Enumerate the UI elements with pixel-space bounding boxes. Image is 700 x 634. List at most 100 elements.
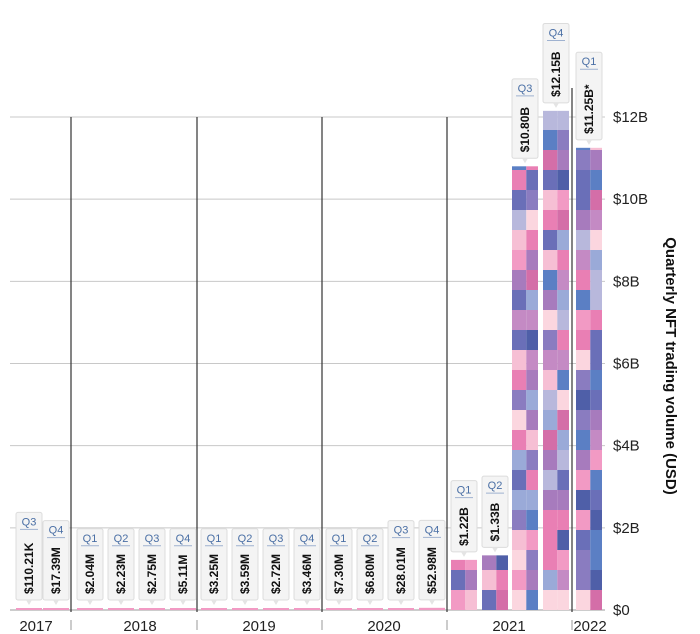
bar-tile (543, 470, 558, 490)
bar-tile (451, 590, 466, 610)
value-label: $2.23M (114, 554, 128, 594)
bar-tile (512, 250, 527, 270)
bar-tile (543, 430, 558, 450)
bar-2021-q2: Q2 $1.33B (481, 475, 509, 610)
year-label: 2022 (573, 618, 606, 634)
bar-tile (543, 110, 558, 130)
quarter-label: Q4 (300, 533, 315, 545)
bar-tile (496, 590, 508, 610)
year-label: 2019 (242, 618, 275, 634)
bar-tile (543, 530, 558, 550)
bar-tile (512, 230, 527, 250)
bar (139, 608, 165, 610)
bar-tile (576, 310, 591, 330)
bar-tile (590, 210, 602, 230)
bar-2019-q3: Q3 $2.72M (262, 528, 290, 610)
bar-tile (576, 510, 591, 530)
bar-tile (543, 350, 558, 370)
bar-tile (543, 590, 558, 610)
bar-tile (590, 270, 602, 290)
bar-tile (557, 230, 569, 250)
bar-tile (451, 559, 466, 570)
bar-tile (590, 310, 602, 330)
bar-tile (465, 590, 477, 610)
quarter-label: Q1 (83, 533, 98, 545)
bar-tile (576, 190, 591, 210)
bar-tile (512, 210, 527, 230)
bar-tile (451, 570, 466, 590)
bar-tile (557, 330, 569, 350)
bar-2021-q3: Q3 $10.80B (511, 78, 539, 610)
callout-pointer (304, 600, 310, 605)
bar-tile (512, 550, 527, 570)
bar-tile (512, 510, 527, 530)
bar-tile (543, 170, 558, 190)
bar-tile (576, 390, 591, 410)
bar-tile (557, 370, 569, 390)
quarter-label: Q1 (207, 533, 222, 545)
y-axis-title: Quarterly NFT trading volume (USD) (662, 237, 679, 495)
quarter-label: Q3 (269, 533, 284, 545)
bar-tile (526, 290, 538, 310)
bar-tile (543, 210, 558, 230)
bar-tile (576, 230, 591, 250)
bar-tile (543, 570, 558, 590)
bar-tile (526, 410, 538, 430)
value-label: $7.30M (332, 554, 346, 594)
callout-pointer (273, 600, 279, 605)
quarter-label: Q4 (176, 533, 191, 545)
bar (326, 608, 352, 610)
quarter-label: Q3 (22, 516, 37, 528)
bar-tile (543, 370, 558, 390)
bar-tile (543, 250, 558, 270)
bar-tile (512, 490, 527, 510)
callout-pointer (211, 600, 217, 605)
callout-pointer (367, 600, 373, 605)
y-tick-label: $2B (613, 520, 640, 537)
bar-tile (482, 570, 497, 590)
bar-tile (526, 390, 538, 410)
bar-tile (557, 210, 569, 230)
bar-tile (557, 470, 569, 490)
bar-tile (526, 430, 538, 450)
bar-tile (526, 530, 538, 550)
bar-tile (512, 590, 527, 610)
bar-tile (543, 270, 558, 290)
bar-2020-q4: Q4 $52.98M (418, 519, 446, 610)
bar-tile (543, 390, 558, 410)
bar-tile (576, 530, 591, 550)
bar-tile (576, 470, 591, 490)
quarter-label: Q3 (394, 525, 409, 537)
bar-2022-q1: Q1 $11.25B* (575, 51, 603, 610)
bar-tile (526, 590, 538, 610)
callout-pointer (180, 600, 186, 605)
bar-tile (482, 590, 497, 610)
bar-tile (526, 250, 538, 270)
bar-tile (590, 550, 602, 570)
callout-pointer (492, 547, 498, 553)
bar (16, 608, 42, 610)
bar-tile (526, 350, 538, 370)
quarter-label: Q2 (363, 533, 378, 545)
year-label: 2021 (492, 618, 525, 634)
quarter-label: Q4 (49, 525, 64, 537)
value-label: $2.75M (145, 554, 159, 594)
bar-tile (576, 550, 591, 570)
value-label: $1.33B (488, 502, 502, 541)
bar-tile (576, 350, 591, 370)
bar-2021-q1: Q1 $1.22B (450, 480, 478, 610)
y-tick-label: $0 (613, 602, 630, 619)
bar-tile (526, 330, 538, 350)
value-label: $10.80B (518, 107, 532, 153)
bar-tile (576, 210, 591, 230)
bar-tile (557, 110, 569, 130)
callout-pointer (553, 102, 559, 108)
bar-tile (526, 310, 538, 330)
bar-tile (543, 190, 558, 210)
bar-tile (590, 390, 602, 410)
bar (77, 608, 103, 610)
bar (388, 608, 414, 610)
bar-tile (576, 490, 591, 510)
callout-pointer (87, 600, 93, 605)
